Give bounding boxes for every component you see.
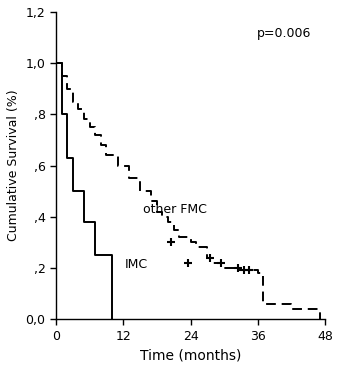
Text: IMC: IMC [124, 258, 148, 270]
Y-axis label: Cumulative Survival (%): Cumulative Survival (%) [7, 90, 20, 241]
X-axis label: Time (months): Time (months) [140, 348, 241, 362]
Text: p=0.006: p=0.006 [257, 27, 312, 40]
Text: other FMC: other FMC [143, 203, 207, 215]
